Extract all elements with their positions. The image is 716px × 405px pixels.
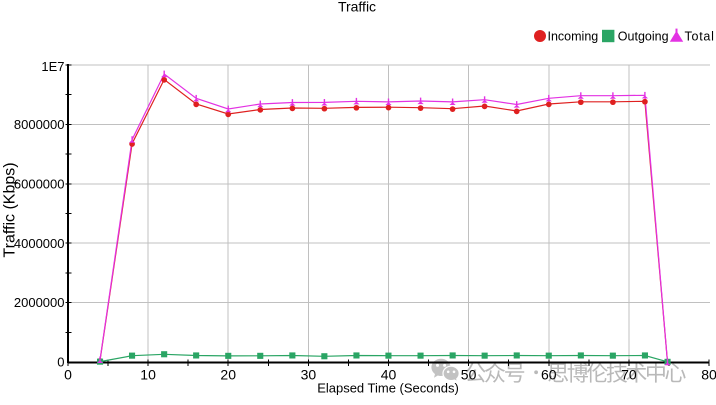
svg-text:2000000: 2000000 [14, 295, 65, 310]
svg-text:Outgoing: Outgoing [618, 30, 669, 44]
svg-text:Total: Total [685, 30, 715, 44]
svg-text:30: 30 [301, 366, 317, 382]
svg-text:Traffic: Traffic [338, 0, 376, 14]
svg-text:20: 20 [220, 366, 236, 382]
svg-text:Incoming: Incoming [548, 30, 599, 44]
svg-text:80: 80 [701, 366, 716, 382]
svg-text:50: 50 [461, 366, 477, 382]
svg-text:10: 10 [140, 366, 156, 382]
svg-text:1E7: 1E7 [41, 59, 64, 74]
svg-text:Traffic (Kbps): Traffic (Kbps) [2, 162, 19, 257]
svg-text:60: 60 [541, 366, 557, 382]
svg-text:4000000: 4000000 [14, 236, 65, 251]
svg-text:40: 40 [381, 366, 397, 382]
svg-text:70: 70 [621, 366, 637, 382]
svg-text:0: 0 [64, 366, 72, 382]
svg-text:8000000: 8000000 [14, 117, 65, 132]
svg-text:6000000: 6000000 [14, 176, 65, 191]
svg-text:0: 0 [57, 355, 64, 370]
svg-text:Elapsed Time (Seconds): Elapsed Time (Seconds) [317, 380, 459, 395]
